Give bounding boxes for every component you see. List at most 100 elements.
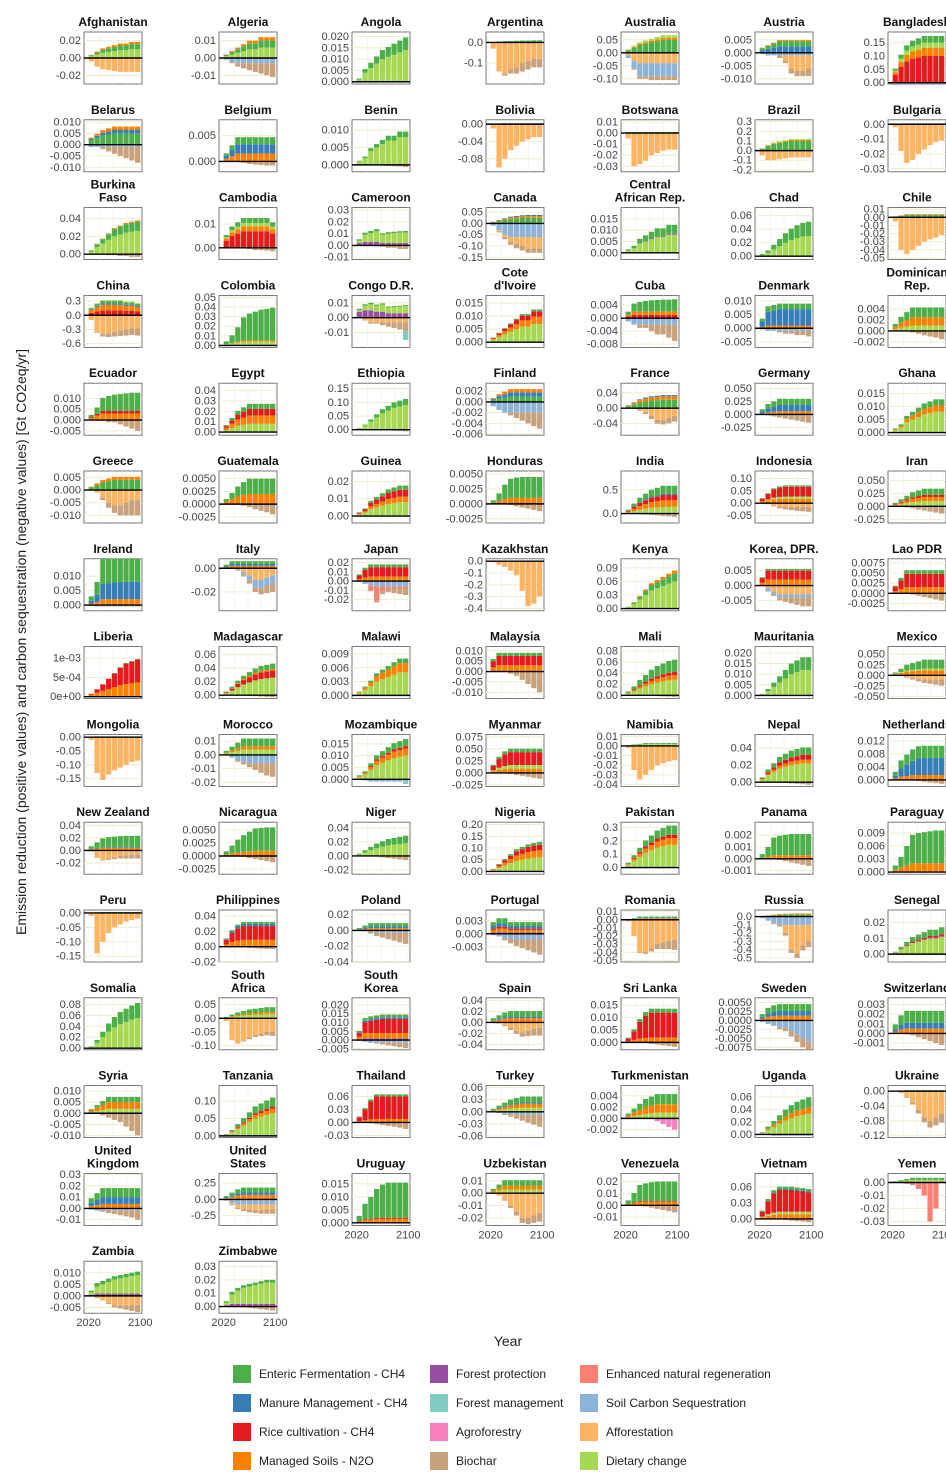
bar-segment-biochar (939, 1113, 945, 1123)
bar-segment-rice (643, 682, 649, 684)
bar-segment-soils (892, 1031, 898, 1034)
bar-segment-afforestation (794, 503, 800, 507)
bar-segment-enteric (385, 135, 391, 141)
bar-segment-diet (794, 672, 800, 696)
panel: Poland-0.04-0.020.000.02 (324, 893, 411, 969)
y-tick-label: 0.010 (321, 1191, 349, 1203)
y-tick-label: 0.004 (857, 304, 885, 316)
y-tick-label: 0.004 (857, 761, 885, 773)
bar-segment-enteric (631, 602, 637, 605)
bar-segment-soils (111, 413, 118, 421)
bar-segment-biochar (927, 506, 933, 512)
bar-segment-biochar (106, 420, 112, 423)
bar-segment-diet (385, 676, 391, 696)
bar-segment-enteric (391, 306, 397, 307)
bar-segment-afforestation (794, 585, 800, 595)
y-tick-label: 0.010 (724, 295, 752, 307)
bar-segment-soilc (806, 916, 812, 925)
bar-segment-soils (129, 41, 135, 45)
bar-segment-diet (235, 750, 241, 755)
bar-segment-soils (910, 51, 916, 59)
panel: Chile-0.05-0.04-0.03-0.02-0.010.000.01 (860, 191, 946, 264)
bar-segment-enteric (637, 1018, 643, 1022)
bar-segment-enteric (362, 567, 368, 570)
bar-segment-soilc (252, 58, 258, 64)
y-tick-label: 0.04 (462, 995, 483, 1007)
bar-segment-diet (800, 1115, 806, 1135)
bar-segment-diet (654, 236, 660, 253)
bar-segment-soilc (123, 1208, 129, 1211)
bar-segment-soils (88, 310, 94, 313)
bar-segment-rice (643, 500, 649, 505)
bar-segment-rice (403, 1096, 409, 1119)
bar-segment-manure (270, 144, 276, 154)
bar-segment-enteric (777, 676, 783, 683)
bar-segment-enteric (927, 401, 933, 408)
bar-segment-diet (403, 502, 409, 517)
bar-segment-enteric (654, 228, 660, 237)
bar-segment-soils (933, 48, 939, 56)
bar-segment-enteric (910, 214, 916, 218)
bar-segment-afforestation (654, 408, 660, 420)
bar-segment-enteric (235, 680, 241, 684)
bar-segment-enteric (246, 738, 253, 747)
panel-title: Iran (906, 454, 928, 468)
bar-segment-soilc (117, 605, 123, 607)
bar-segment-enteric (356, 775, 362, 776)
bar-segment-enteric (397, 1094, 403, 1097)
bar-segment-manure (117, 129, 123, 134)
bar-segment-rice (637, 852, 643, 854)
panel-title: Syria (98, 1069, 128, 1083)
bar-segment-biochar (788, 1031, 794, 1037)
bar-segment-diet (368, 509, 374, 517)
bar-segment-enteric (800, 657, 806, 670)
bar-segment-biochar (403, 164, 409, 167)
bar-segment-soils (129, 476, 135, 480)
bar-segment-soilc (368, 581, 374, 586)
bar-segment-soils (806, 498, 812, 504)
bar-segment-rice (502, 328, 508, 332)
panel-title: Mali (638, 630, 661, 644)
bar-segment-biochar (235, 569, 241, 571)
bar-segment-soilc (777, 594, 783, 598)
bar-segment-afforestation (660, 133, 666, 151)
bar-segment-manure (246, 564, 253, 566)
bar-segment-enteric (106, 395, 112, 411)
bar-segment-manure (782, 1011, 789, 1016)
bar-segment-enteric (765, 250, 771, 253)
bar-segment-enteric (927, 659, 933, 669)
bar-segment-diet (759, 501, 765, 502)
bar-segment-enteric (117, 1012, 123, 1025)
bar-segment-rice (106, 678, 112, 689)
bar-segment-biochar (806, 1041, 812, 1050)
bar-segment-soils (806, 1107, 812, 1114)
panel-title: Poland (361, 893, 401, 907)
y-tick-label: -0.02 (860, 148, 885, 160)
bar-segment-manure (385, 926, 391, 929)
bar-segment-diet (910, 943, 916, 955)
panel-title: Senegal (894, 893, 940, 907)
bar-segment-soils (648, 845, 655, 851)
bar-segment-manure (898, 768, 904, 777)
bar-segment-rice (759, 498, 765, 502)
bar-segment-afforestation (654, 133, 660, 153)
bar-segment-manure (106, 131, 112, 135)
bar-segment-enteric (648, 835, 655, 843)
bar-segment-soils (508, 497, 514, 504)
bar-segment-soils (135, 1102, 141, 1109)
bar-segment-manure (525, 1102, 531, 1104)
y-tick-label: 0.00 (195, 749, 216, 761)
bar-segment-soils (660, 500, 666, 507)
bar-segment-enteric (368, 148, 374, 151)
y-tick-label: 0.000 (53, 1108, 81, 1120)
bar-segment-soils (106, 688, 112, 697)
bar-segment-enteric (531, 217, 537, 224)
bar-segment-enteric (397, 231, 403, 233)
bar-segment-soils (648, 680, 655, 685)
bar-segment-soils (537, 316, 543, 324)
bar-segment-enteric (397, 923, 403, 927)
y-tick-label: 0.03 (195, 311, 216, 323)
bar-segment-forestprot (356, 243, 362, 246)
bar-segment-soilc (794, 52, 800, 56)
bar-segment-soils (508, 389, 514, 393)
